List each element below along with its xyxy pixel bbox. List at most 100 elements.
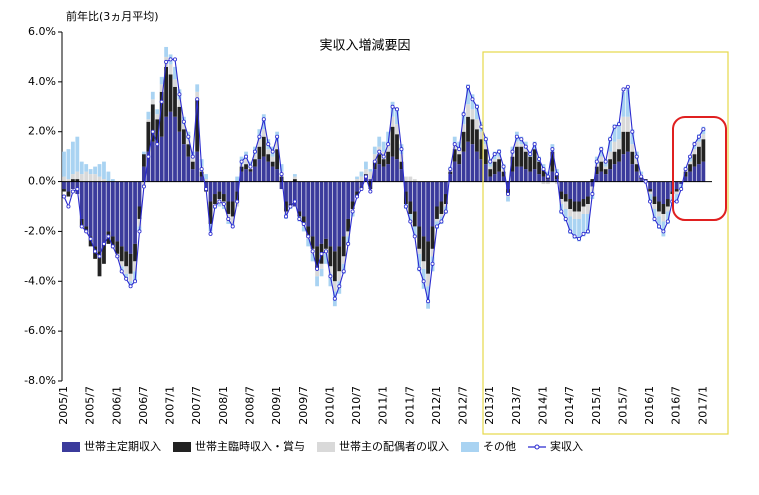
x-tick-label: 2009/7 [297,386,310,425]
bar-segment [364,176,368,182]
line-marker [594,159,599,164]
bar-segment [603,166,608,170]
bar-segment [275,141,280,150]
bar-segment [124,266,129,274]
bar-segment [417,248,422,254]
line-marker [217,199,222,204]
line-marker [283,214,288,219]
bar-segment [621,154,626,182]
x-tick-label: 2013/1 [483,386,496,425]
bar-segment [617,149,621,162]
bar-segment [75,171,80,180]
bar-segment [701,161,706,182]
bar-segment [554,179,559,182]
bar-segment [625,151,630,182]
line-marker [643,179,648,184]
bar-segment [665,199,670,207]
bar-segment [652,204,657,209]
line-marker [195,97,200,102]
bar-segment [541,176,546,182]
bar-segment [253,154,257,160]
bar-segment [226,201,231,214]
x-tick-label: 2008/7 [243,386,256,425]
bar-segment [244,159,248,165]
line-marker [275,134,280,139]
bar-segment [630,144,635,152]
x-tick-label: 2006/7 [137,386,150,425]
bar-segment [350,201,355,209]
bar-segment [88,181,93,237]
bar-segment [381,166,386,182]
bar-segment [381,141,386,152]
bar-segment [581,199,586,207]
bar-segment [479,159,484,182]
bar-segment [390,116,395,127]
bar-segment [310,236,315,249]
bar-segment [226,221,231,224]
line-marker [537,157,542,162]
bar-segment [230,216,235,224]
bar-segment [288,181,293,205]
bar-segment [395,134,399,160]
bar-segment [652,208,657,222]
bar-segment [439,181,444,202]
legend-label: 世帯主の配偶者の収入 [339,440,449,453]
bar-segment [301,181,306,217]
line-marker [488,159,493,164]
bar-segment [497,159,502,172]
bar-segment [235,176,240,182]
bar-segment [483,144,488,150]
line-marker [554,172,559,177]
bar-segment [346,231,351,237]
bar-segment [412,226,417,237]
bar-segment [412,179,417,182]
x-tick-label: 2016/1 [643,386,656,425]
bar-segment [319,268,324,277]
bar-segment [355,191,359,197]
bar-segment [439,201,444,214]
bar-segment [492,159,497,162]
line-marker [261,117,266,122]
bar-segment [297,181,302,212]
line-marker [363,174,368,179]
bar-segment [661,181,666,205]
y-axis-label: 前年比(3ヵ月平均) [66,9,159,23]
bar-segment [652,196,657,205]
line-marker [328,274,333,279]
bar-segment [93,166,97,175]
line-marker [84,229,89,234]
line-marker [377,149,382,154]
bar-segment [519,166,524,182]
bar-segment [155,114,160,120]
bar-segment [62,189,66,192]
bar-segment [150,104,155,142]
bar-segment [266,149,271,155]
bar-segment [124,181,129,252]
bar-segment [190,156,195,162]
bar-segment [523,149,528,152]
line-marker [497,149,502,154]
bar-segment [697,164,701,182]
x-tick-label: 2008/1 [217,386,230,425]
bar-segment [617,121,621,140]
bar-segment [368,169,373,172]
bar-segment [572,218,577,239]
bar-segment [608,151,613,160]
bar-segment [155,119,160,145]
bar-segment [359,176,364,182]
bar-segment [603,169,608,175]
bar-segment [315,276,319,287]
bar-segment [110,236,115,247]
x-tick-label: 2014/1 [537,386,550,425]
x-tick-label: 2015/1 [590,386,603,425]
line-marker [550,147,555,152]
bar-segment [430,248,435,257]
bar-segment [550,171,555,182]
y-tick-label: -6.0% [24,324,56,337]
bar-segment [377,154,382,165]
bar-segment [697,146,701,165]
bar-segment [97,181,102,252]
bar-segment [470,119,475,145]
x-tick-label: 2017/1 [696,386,709,425]
bar-segment [217,191,222,200]
